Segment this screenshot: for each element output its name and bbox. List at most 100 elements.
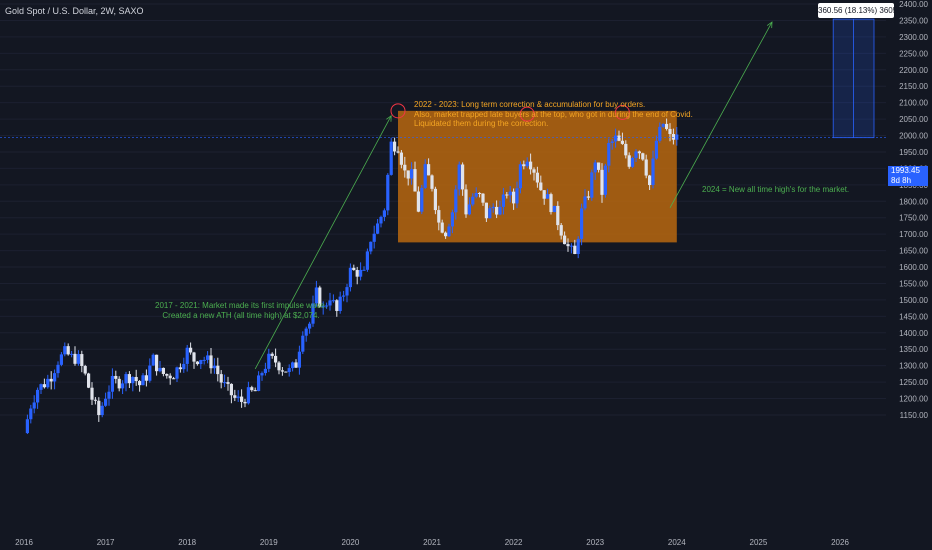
price-tick-label: 2250.00	[899, 49, 928, 58]
candle-body	[583, 196, 587, 209]
candle-body	[505, 194, 509, 196]
candle-body	[566, 244, 570, 247]
candle-body	[100, 405, 104, 416]
forecast-note[interactable]: 2024 = New all time high's for the marke…	[702, 185, 850, 194]
candle-body	[287, 368, 291, 373]
candle-body	[267, 353, 271, 369]
candle-body	[359, 269, 363, 277]
candle-body	[637, 151, 641, 154]
candle-body	[297, 351, 301, 368]
time-axis[interactable]: 2016 2017 2018 2019 2020 2021 2022 2023 2024 2025…	[15, 538, 849, 547]
candle-body	[423, 164, 427, 188]
price-tick-label: 2100.00	[899, 99, 928, 108]
candle-body	[185, 347, 189, 364]
candle-body	[430, 175, 434, 189]
top-circle	[390, 103, 406, 119]
price-tick-label: 1950.00	[899, 148, 928, 157]
candle-body	[403, 164, 407, 171]
candle-body	[627, 155, 631, 167]
candle-body	[308, 323, 312, 329]
candle-body	[427, 164, 431, 176]
symbol-title[interactable]: Gold Spot / U.S. Dollar, 2W, SAXO	[5, 6, 144, 16]
candle-body	[325, 305, 329, 307]
candle-body	[624, 143, 628, 156]
price-tick-label: 2200.00	[899, 66, 928, 75]
candle-body	[314, 287, 318, 304]
candle-body	[607, 143, 611, 166]
candle-body	[195, 361, 199, 365]
candle-body	[277, 362, 281, 371]
candle-body	[243, 401, 247, 404]
candle-body	[478, 192, 482, 194]
candle-body	[406, 170, 410, 179]
price-axis[interactable]: 1150.00 1200.00 1250.00 1300.00 1350.00 1400.…	[899, 0, 928, 420]
candle-body	[165, 373, 169, 376]
candle-body	[131, 376, 135, 384]
time-tick-label: 2020	[342, 538, 360, 547]
candle-body	[83, 365, 87, 374]
candle-body	[49, 378, 53, 382]
candle-body	[665, 123, 669, 129]
correction-note-line: Liquidated them during the correction.	[414, 119, 549, 128]
candle-body	[46, 378, 50, 388]
price-tick-label: 1600.00	[899, 263, 928, 272]
impulse-note[interactable]: 2017 - 2021: Market made its first impul…	[155, 301, 327, 320]
candle-body	[117, 378, 121, 389]
candle-body	[512, 191, 516, 204]
candle-body	[461, 164, 465, 190]
candle-body	[433, 188, 437, 211]
candle-body	[352, 267, 356, 271]
candle-body	[481, 193, 485, 203]
candle-body	[362, 269, 366, 271]
correction-note-line: 2022 - 2023: Long term correction & accu…	[414, 100, 646, 109]
candle-body	[508, 191, 512, 196]
candle-body	[56, 364, 60, 374]
candle-body	[335, 300, 339, 311]
forecast-arrow-head	[766, 21, 773, 29]
candle-body	[199, 360, 203, 365]
candle-body	[474, 192, 478, 197]
candle-body	[661, 123, 665, 127]
correction-note[interactable]: 2022 - 2023: Long term correction & accu…	[414, 100, 693, 129]
candle-body	[648, 175, 652, 186]
candle-body	[342, 295, 346, 297]
price-tick-label: 1300.00	[899, 362, 928, 371]
candle-body	[542, 190, 546, 199]
candle-body	[658, 126, 662, 141]
candle-body	[223, 382, 227, 384]
price-tick-label: 2150.00	[899, 82, 928, 91]
current-price-tag: 1993.45 8d 8h	[888, 166, 928, 186]
drawing-overlays	[0, 18, 886, 370]
impulse-arrow-head	[386, 114, 392, 122]
top-circle	[519, 106, 535, 122]
price-tick-label: 1350.00	[899, 345, 928, 354]
impulse-arrow	[254, 115, 392, 370]
candle-body	[593, 162, 597, 173]
candle-body	[379, 216, 383, 224]
candle-body	[563, 235, 567, 245]
candle-body	[151, 354, 155, 366]
candle-body	[172, 378, 176, 380]
candle-body	[464, 189, 468, 215]
candle-body	[155, 354, 159, 372]
candle-body	[219, 374, 223, 383]
candle-body	[73, 353, 77, 364]
candle-body	[175, 367, 179, 379]
candle-body	[127, 374, 131, 384]
candle-body	[192, 352, 196, 362]
candle-body	[253, 390, 257, 392]
candle-body	[233, 395, 237, 398]
time-tick-label: 2019	[260, 538, 278, 547]
candle-body	[280, 370, 284, 372]
candle-body	[294, 362, 298, 368]
price-tick-label: 1550.00	[899, 279, 928, 288]
candle-body	[206, 355, 210, 360]
price-tick-label: 1500.00	[899, 296, 928, 305]
candle-body	[134, 376, 138, 382]
candle-body	[675, 134, 679, 140]
candle-body	[270, 353, 274, 356]
candle-body	[114, 375, 118, 379]
candle-body	[70, 353, 74, 355]
candle-body	[104, 398, 108, 406]
